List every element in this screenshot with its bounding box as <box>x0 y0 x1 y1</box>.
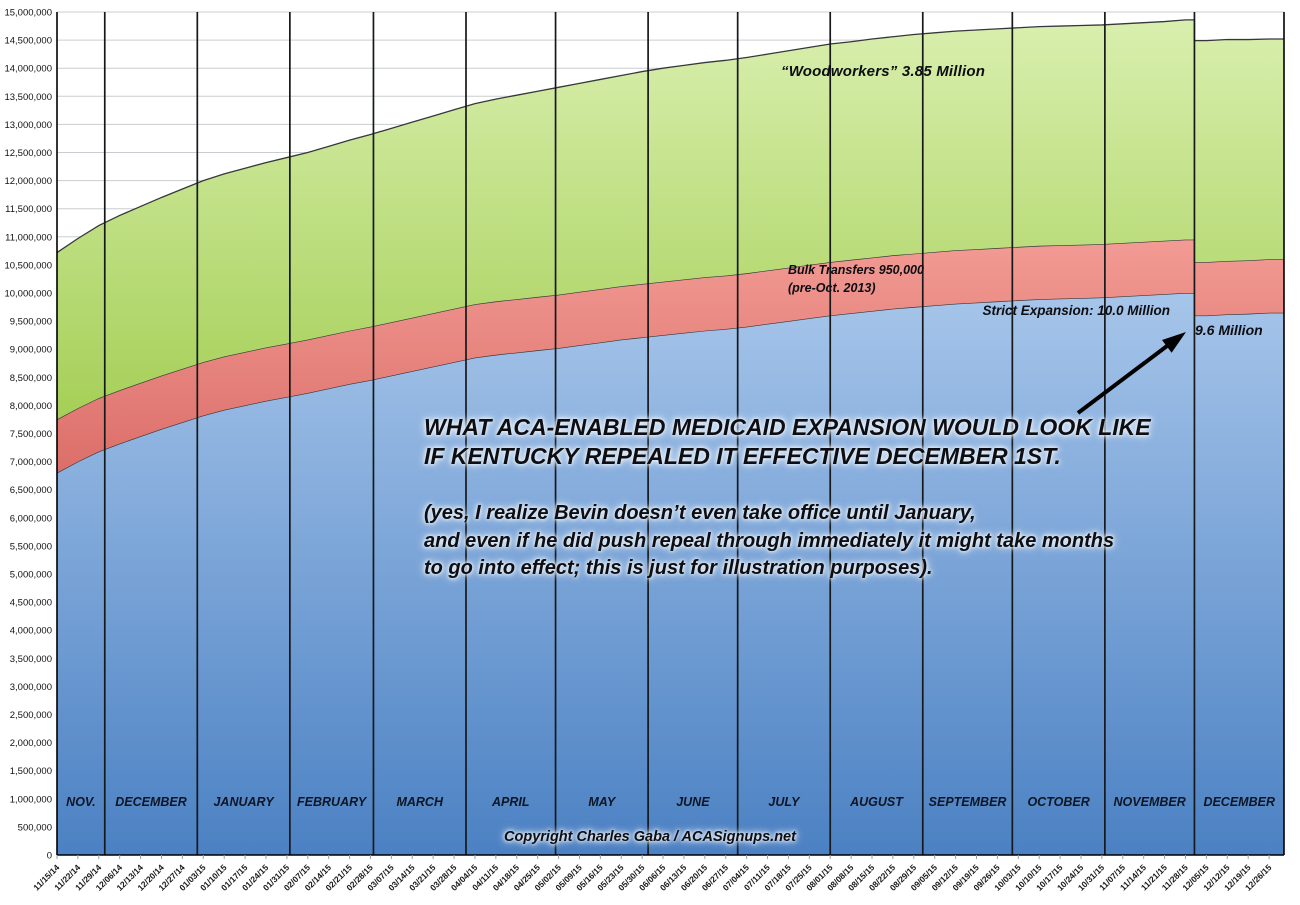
month-band-label: APRIL <box>491 795 530 809</box>
drop-arrow-line <box>1076 344 1169 415</box>
y-axis-label: 10,000,000 <box>4 289 52 300</box>
month-band-label: NOVEMBER <box>1114 795 1186 809</box>
month-band-label: JANUARY <box>213 795 275 809</box>
y-axis-label: 2,500,000 <box>10 710 52 721</box>
y-axis-label: 2,000,000 <box>10 738 52 749</box>
month-band-label: SEPTEMBER <box>929 795 1007 809</box>
y-axis-label: 5,500,000 <box>10 541 52 552</box>
y-axis-label: 1,000,000 <box>10 794 52 805</box>
area-edge-woodworkers <box>56 19 1284 254</box>
y-axis-label: 8,000,000 <box>10 401 52 412</box>
y-axis-label: 15,000,000 <box>4 8 52 19</box>
y-axis-label: 7,500,000 <box>10 429 52 440</box>
y-axis-label: 8,500,000 <box>10 373 52 384</box>
month-band-label: MARCH <box>396 795 443 809</box>
month-band-label: AUGUST <box>849 795 904 809</box>
y-axis-label: 14,000,000 <box>4 64 52 75</box>
y-axis-label: 12,000,000 <box>4 176 52 187</box>
y-axis-label: 0 <box>47 851 52 862</box>
y-axis-label: 7,000,000 <box>10 457 52 468</box>
bulk-transfers-label-line1: Bulk Transfers 950,000 <box>788 263 924 277</box>
month-band-label: MAY <box>588 795 617 809</box>
bulk-transfers-area-label: Bulk Transfers 950,000 (pre-Oct. 2013) <box>788 261 924 297</box>
month-band-label: OCTOBER <box>1027 795 1089 809</box>
y-axis-label: 11,000,000 <box>5 232 52 243</box>
y-axis-label: 3,500,000 <box>10 654 52 665</box>
y-axis-label: 3,000,000 <box>10 682 52 693</box>
area-woodworkers <box>57 19 1284 420</box>
month-band-label: JUNE <box>676 795 710 809</box>
y-axis-label: 6,000,000 <box>10 513 52 524</box>
chart-note: (yes, I realize Bevin doesn’t even take … <box>424 500 1114 583</box>
chart-title-line1: WHAT ACA-ENABLED MEDICAID EXPANSION WOUL… <box>424 414 1151 440</box>
area-strict-expansion <box>57 293 1284 855</box>
month-band-label: DECEMBER <box>1203 795 1275 809</box>
y-axis-label: 12,500,000 <box>4 148 52 159</box>
month-band-label: NOV. <box>66 795 95 809</box>
drop-arrow-head <box>1162 332 1186 353</box>
bulk-transfers-label-line2: (pre-Oct. 2013) <box>788 281 876 295</box>
chart-title: WHAT ACA-ENABLED MEDICAID EXPANSION WOUL… <box>424 413 1151 471</box>
month-band-label: JULY <box>768 795 801 809</box>
y-axis-label: 9,000,000 <box>10 345 52 356</box>
month-band-label: FEBRUARY <box>297 795 368 809</box>
area-bulk-transfers <box>57 239 1284 473</box>
chart-note-line1: (yes, I realize Bevin doesn’t even take … <box>424 502 976 524</box>
y-axis-label: 500,000 <box>18 822 52 833</box>
copyright-label: Copyright Charles Gaba / ACASignups.net <box>504 829 796 845</box>
y-axis-label: 5,000,000 <box>10 570 52 581</box>
y-axis-label: 13,500,000 <box>4 92 52 103</box>
y-axis-label: 11,500,000 <box>5 204 52 215</box>
chart-note-line3: to go into effect; this is just for illu… <box>424 557 933 579</box>
chart-title-line2: IF KENTUCKY REPEALED IT EFFECTIVE DECEMB… <box>424 443 1061 469</box>
strict-expansion-area-label: Strict Expansion: 10.0 Million <box>982 303 1170 318</box>
y-axis-label: 4,000,000 <box>10 626 52 637</box>
woodworkers-area-label: “Woodworkers” 3.85 Million <box>781 63 986 80</box>
month-band-label: DECEMBER <box>115 795 187 809</box>
y-axis-label: 1,500,000 <box>10 766 52 777</box>
y-axis-label: 13,000,000 <box>4 120 52 131</box>
y-axis-label: 9,500,000 <box>10 317 52 328</box>
y-axis-label: 6,500,000 <box>10 485 52 496</box>
chart-note-line2: and even if he did push repeal through i… <box>424 529 1115 552</box>
y-axis-label: 14,500,000 <box>4 36 52 47</box>
post-repeal-value-label: 9.6 Million <box>1195 322 1263 338</box>
y-axis-label: 4,500,000 <box>10 598 52 609</box>
y-axis-label: 10,500,000 <box>4 260 52 271</box>
